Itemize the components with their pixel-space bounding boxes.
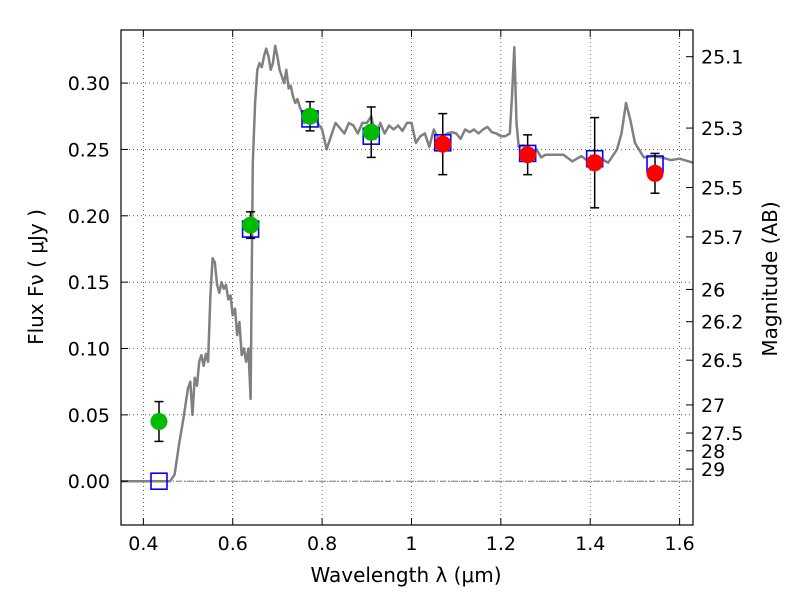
observed-flux-point	[150, 412, 168, 430]
y-axis-label-right: Magnitude (AB)	[758, 201, 782, 356]
observed-flux-point	[519, 146, 537, 164]
x-tick-label: 0.6	[218, 533, 248, 555]
y-tick-label: 0.30	[68, 73, 110, 95]
axis-ticks: 0.4 0.6 0.8 1 1.2 1.4 1.6 0.00 0.05 0.10 0.15 0.20 0…	[68, 30, 743, 555]
x-tick-label: 0.8	[307, 533, 337, 555]
grid	[121, 30, 693, 525]
observed-flux-point	[434, 135, 452, 153]
mag-tick-label: 26.2	[701, 312, 743, 334]
observed-flux-point	[586, 154, 604, 172]
mag-tick-label: 26	[701, 279, 725, 301]
observed-flux-point	[646, 164, 664, 182]
observed-flux-point	[242, 216, 260, 234]
y-tick-label: 0.20	[68, 206, 110, 228]
x-tick-label: 1.4	[575, 533, 605, 555]
y-tick-label: 0.10	[68, 338, 110, 360]
model-spectrum-line	[121, 44, 694, 483]
y-axis-label-left: Flux Fν ( μJy )	[24, 209, 48, 345]
y-tick-label: 0.15	[68, 272, 110, 294]
mag-tick-label: 25.5	[701, 178, 743, 200]
mag-tick-label: 26.5	[701, 350, 743, 372]
x-tick-label: 1.2	[486, 533, 516, 555]
observed-flux-point	[301, 107, 319, 125]
mag-tick-label: 29	[701, 459, 725, 481]
observed-flux-point	[362, 123, 380, 141]
mag-tick-label: 27.5	[701, 423, 743, 445]
x-tick-label: 1.6	[664, 533, 694, 555]
mag-tick-label: 25.1	[701, 47, 743, 69]
y-tick-label: 0.25	[68, 139, 110, 161]
observed-markers	[150, 100, 664, 443]
plot-frame	[120, 29, 694, 526]
mag-tick-label: 28	[701, 441, 725, 463]
predicted-flux-marker	[150, 472, 168, 491]
x-tick-label: 1	[405, 533, 417, 555]
mag-tick-label: 25.3	[701, 118, 743, 140]
x-tick-label: 0.4	[128, 533, 158, 555]
mag-tick-label: 25.7	[701, 227, 743, 249]
y-tick-label: 0.05	[68, 405, 110, 427]
y-tick-label: 0.00	[68, 471, 110, 493]
mag-tick-label: 27	[701, 395, 725, 417]
model-spectrum	[121, 44, 694, 483]
x-axis-label: Wavelength λ (μm)	[310, 563, 501, 587]
